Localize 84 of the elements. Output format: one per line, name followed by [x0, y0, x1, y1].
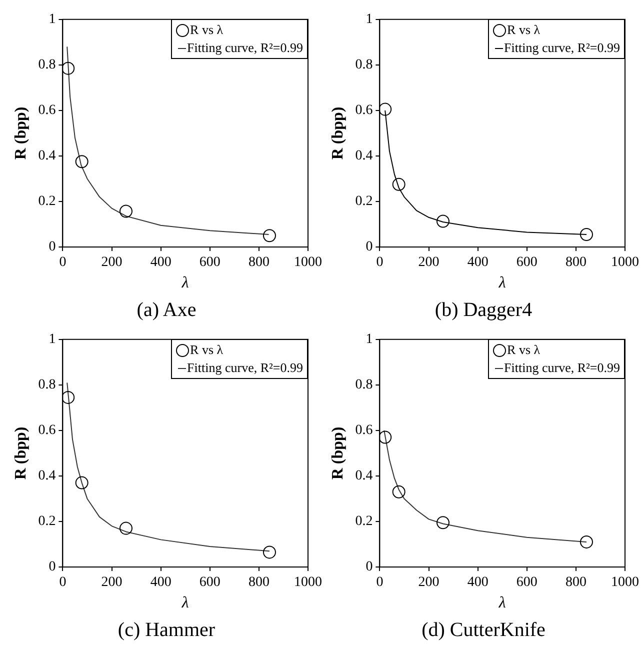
point [119, 522, 132, 535]
x-axis-title: λ [180, 594, 189, 612]
y-tick-label: 0 [48, 560, 56, 575]
x-tick-label: 200 [101, 255, 122, 270]
y-tick-label: 0.4 [355, 148, 373, 164]
x-tick-label: 800 [565, 575, 586, 590]
point [580, 228, 593, 241]
y-tick-label: 1 [366, 332, 373, 348]
legend-label: R vs λ [190, 341, 224, 360]
y-tick-label: 0 [366, 560, 373, 575]
point [262, 229, 276, 242]
y-tick-label: 1 [366, 12, 373, 28]
x-tick-label: 1000 [611, 575, 639, 590]
y-axis-title: R (bpp) [12, 106, 30, 160]
y-tick-label: 0.6 [355, 103, 373, 118]
y-axis-title: R (bpp) [330, 106, 347, 160]
x-tick-label: 200 [418, 575, 440, 590]
legend-label: Fitting curve, R²=0.99 [504, 39, 620, 58]
point [119, 204, 132, 218]
y-tick-label: 1 [48, 332, 56, 348]
point [380, 102, 392, 116]
legend-label: Fitting curve, R²=0.99 [187, 39, 303, 58]
y-tick-label: 0.2 [38, 194, 56, 210]
y-tick-label: 0.2 [38, 514, 56, 530]
y-tick-label: 0.8 [38, 58, 56, 73]
x-tick-label: 0 [59, 575, 66, 590]
text: (a) Axe [136, 299, 198, 322]
y-tick-label: 0.4 [38, 468, 56, 484]
point [262, 546, 276, 559]
y-tick-label: 0.2 [355, 194, 373, 210]
y-axis-title: R (bpp) [330, 426, 347, 480]
x-tick-label: 800 [565, 255, 586, 270]
legend-label: Fitting curve, R²=0.99 [504, 359, 620, 378]
point [580, 535, 593, 548]
y-tick-label: 0.6 [38, 103, 56, 118]
x-axis-title: λ [498, 274, 506, 292]
x-tick-label: 600 [199, 255, 220, 270]
y-tick-label: 0.4 [355, 468, 373, 484]
x-tick-label: 800 [248, 575, 270, 590]
y-tick-label: 0.8 [355, 378, 373, 393]
x-tick-label: 0 [59, 255, 66, 270]
point [62, 390, 75, 404]
x-tick-label: 200 [418, 255, 440, 270]
y-axis-title: R (bpp) [12, 426, 30, 480]
legend-label: R vs λ [507, 341, 540, 360]
x-tick-label: 600 [199, 575, 220, 590]
legend-label: R vs λ [190, 21, 224, 40]
y-tick-label: 0.8 [38, 378, 56, 393]
x-tick-label: 1000 [611, 255, 639, 270]
x-tick-label: 400 [467, 255, 488, 270]
y-tick-label: 0 [48, 240, 56, 255]
x-tick-label: 800 [248, 255, 270, 270]
point [62, 62, 75, 75]
y-tick-label: 0 [366, 240, 373, 255]
x-tick-label: 1000 [294, 575, 322, 590]
point [392, 485, 406, 498]
y-tick-label: 0.6 [38, 423, 56, 438]
point [75, 155, 88, 168]
y-tick-label: 0.2 [355, 514, 373, 530]
x-tick-label: 400 [150, 255, 172, 270]
text: (b) Dagger4 [434, 299, 534, 322]
x-tick-label: 400 [150, 575, 172, 590]
point [436, 214, 450, 228]
text: (d) CutterKnife [420, 619, 546, 642]
legend-label: R vs λ [507, 21, 540, 40]
legend-label: Fitting curve, R²=0.99 [187, 359, 303, 378]
point [392, 178, 406, 191]
x-axis-title: λ [180, 274, 189, 292]
y-tick-label: 0.8 [355, 58, 373, 73]
y-tick-label: 1 [48, 12, 56, 28]
y-tick-label: 0.4 [38, 148, 56, 164]
x-tick-label: 400 [467, 575, 488, 590]
point [436, 516, 450, 530]
y-tick-label: 0.6 [355, 423, 373, 438]
text: (c) Hammer [116, 619, 216, 642]
x-tick-label: 1000 [294, 255, 322, 270]
x-tick-label: 0 [376, 575, 384, 590]
x-tick-label: 200 [101, 575, 122, 590]
x-axis-title: λ [498, 594, 506, 612]
x-tick-label: 600 [516, 575, 538, 590]
point [75, 476, 88, 490]
x-tick-label: 600 [516, 255, 538, 270]
point [380, 430, 392, 444]
x-tick-label: 0 [376, 255, 384, 270]
